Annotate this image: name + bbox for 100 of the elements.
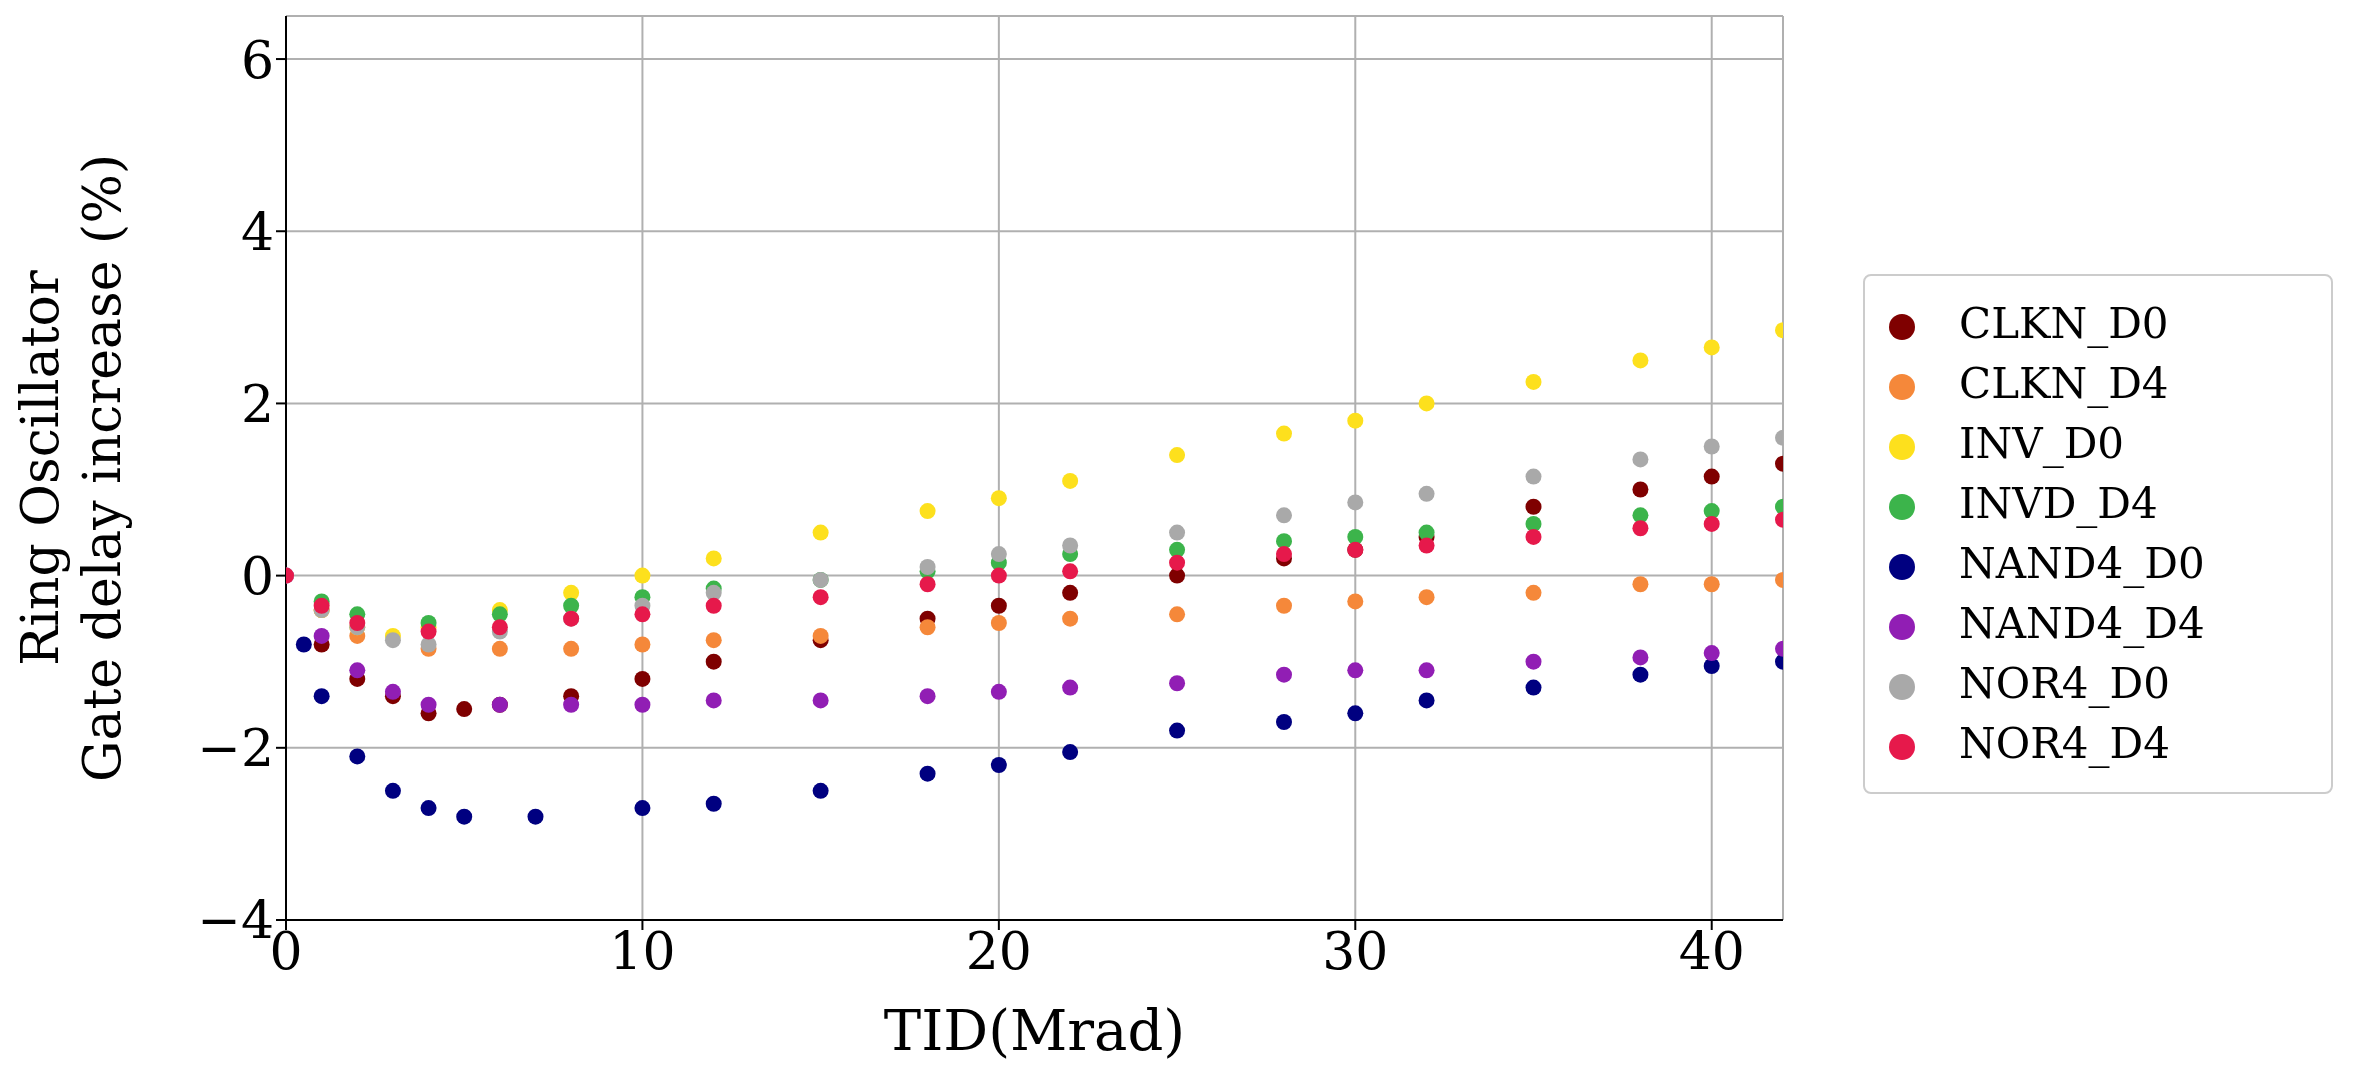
point — [812, 589, 829, 606]
y-tick-label: 4 — [240, 201, 274, 262]
point — [420, 636, 437, 653]
point — [1703, 645, 1720, 662]
point — [563, 584, 580, 601]
legend-label: NAND4_D0 — [1959, 539, 2205, 588]
point — [1418, 395, 1435, 412]
point — [313, 597, 330, 614]
point — [812, 692, 829, 709]
point — [384, 632, 401, 649]
point — [1632, 649, 1649, 666]
point — [1418, 692, 1435, 709]
point — [1276, 666, 1292, 683]
point — [812, 627, 829, 644]
point — [456, 808, 473, 825]
x-tick-label: 40 — [1678, 920, 1745, 981]
point — [1276, 507, 1292, 524]
point — [313, 627, 330, 644]
point — [705, 550, 722, 567]
legend-label: INV_D0 — [1959, 419, 2125, 468]
point — [1525, 468, 1542, 485]
point — [349, 662, 366, 679]
point — [812, 782, 829, 799]
point — [634, 606, 651, 623]
point — [1525, 653, 1542, 670]
point — [705, 692, 722, 709]
point — [1632, 666, 1649, 683]
point — [634, 670, 651, 687]
point — [1276, 597, 1292, 614]
point — [1525, 584, 1542, 601]
point — [990, 757, 1007, 774]
point — [1169, 524, 1186, 541]
point — [1169, 447, 1186, 464]
point — [1347, 705, 1364, 722]
point — [1525, 679, 1542, 696]
point — [1703, 515, 1720, 532]
y-tick-label: 0 — [240, 546, 274, 607]
point — [1347, 662, 1364, 679]
point — [1525, 528, 1542, 545]
point — [1632, 352, 1649, 369]
point — [1703, 339, 1720, 356]
point — [1276, 425, 1292, 442]
point — [1276, 533, 1292, 550]
point — [527, 808, 544, 825]
point — [313, 688, 330, 705]
x-axis-title: TID(Mrad) — [883, 998, 1186, 1063]
point — [384, 782, 401, 799]
point — [990, 614, 1007, 631]
point — [420, 623, 437, 640]
point — [1418, 537, 1435, 554]
point — [563, 696, 580, 713]
point — [990, 567, 1007, 584]
point — [919, 619, 936, 636]
y-tick-label: −2 — [197, 718, 274, 779]
point — [1062, 610, 1079, 627]
point — [990, 490, 1007, 507]
point — [1347, 494, 1364, 511]
point — [812, 524, 829, 541]
point — [1703, 438, 1720, 455]
point — [491, 640, 508, 657]
point — [634, 800, 651, 817]
point — [1062, 744, 1079, 761]
point — [420, 696, 437, 713]
point — [705, 632, 722, 649]
point — [705, 597, 722, 614]
x-tick-label: 20 — [965, 920, 1032, 981]
point — [1703, 468, 1720, 485]
point — [1169, 675, 1186, 692]
point — [1062, 472, 1079, 489]
legend-label: NOR4_D4 — [1959, 719, 2170, 768]
point — [1169, 554, 1186, 571]
point — [919, 559, 936, 576]
point — [919, 765, 936, 782]
point — [1062, 679, 1079, 696]
point — [990, 546, 1007, 563]
point — [990, 597, 1007, 614]
point — [1276, 713, 1292, 730]
point — [1169, 541, 1186, 558]
point — [349, 614, 366, 631]
point — [634, 567, 651, 584]
point — [1169, 567, 1186, 584]
point — [1062, 537, 1079, 554]
legend-label: CLKN_D0 — [1959, 299, 2169, 348]
point — [1632, 481, 1649, 498]
point — [1632, 520, 1649, 537]
point — [1062, 563, 1079, 580]
point — [1632, 451, 1649, 468]
point — [919, 688, 936, 705]
y-axis-title: Ring Oscillator Gate delay increase (%) — [10, 153, 132, 783]
point — [1525, 498, 1542, 515]
point — [1347, 412, 1364, 429]
point — [705, 795, 722, 812]
point — [634, 636, 651, 653]
point — [705, 653, 722, 670]
legend-label: CLKN_D4 — [1959, 359, 2169, 408]
point — [634, 696, 651, 713]
point — [1632, 576, 1649, 593]
point — [1525, 373, 1542, 390]
point — [1418, 589, 1435, 606]
y-tick-label: 6 — [240, 29, 274, 90]
